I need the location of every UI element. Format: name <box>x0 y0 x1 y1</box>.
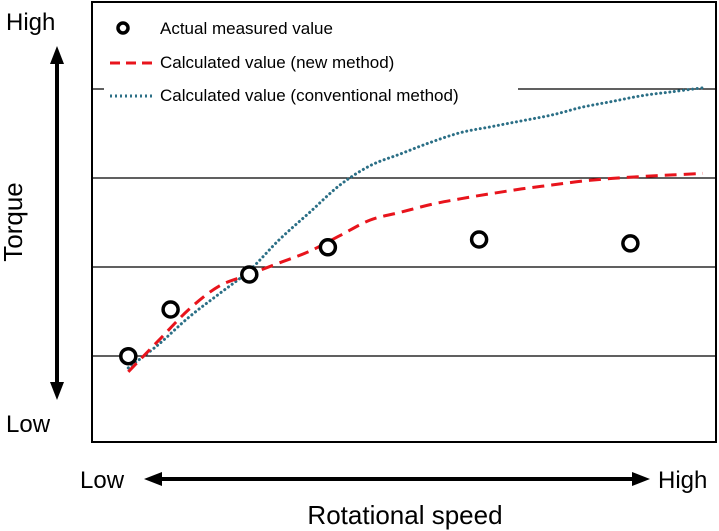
legend-marker-measured <box>116 21 130 35</box>
x-axis-title: Rotational speed <box>307 500 502 530</box>
y-axis-low-label: Low <box>6 411 51 438</box>
measured-point <box>318 238 338 257</box>
y-axis-high-label: High <box>6 9 55 36</box>
legend-background <box>104 6 518 110</box>
measured-point <box>469 230 489 249</box>
legend-label-new-method: Calculated value (new method) <box>160 53 394 72</box>
measured-point <box>240 265 259 284</box>
measured-point <box>621 234 640 253</box>
x-axis-arrow-head-right <box>632 472 650 486</box>
x-axis-low-label: Low <box>80 467 125 494</box>
series-line-new-method <box>127 171 704 373</box>
x-axis-arrow <box>144 472 650 486</box>
legend-label-conventional-method: Calculated value (conventional method) <box>160 86 459 105</box>
y-axis-title: Torque <box>0 182 28 262</box>
y-axis-arrow <box>50 46 64 400</box>
x-axis-high-label: High <box>658 467 707 494</box>
measured-point <box>119 346 138 366</box>
series-line-conventional-method <box>126 86 705 370</box>
y-axis-arrow-head-up <box>50 46 64 64</box>
measured-point <box>161 300 180 319</box>
legend: Actual measured value Calculated value (… <box>104 6 518 110</box>
series-layer <box>119 86 705 373</box>
y-axis-arrow-head-down <box>50 382 64 400</box>
legend-label-measured: Actual measured value <box>160 19 333 38</box>
x-axis-arrow-head-left <box>144 472 162 486</box>
